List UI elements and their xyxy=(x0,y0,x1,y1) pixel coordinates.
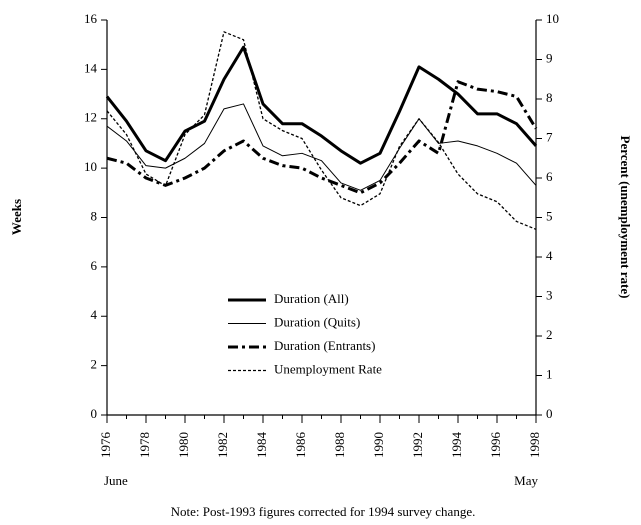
x-tick-label: 1976 xyxy=(98,432,113,459)
y2-tick-label: 6 xyxy=(546,169,553,184)
y-tick-label: 16 xyxy=(84,11,98,26)
y2-axis-label: Percent (unemployment rate) xyxy=(618,136,633,299)
series-line xyxy=(106,80,538,195)
y-tick-label: 6 xyxy=(91,258,98,273)
legend-label: Duration (All) xyxy=(274,291,349,306)
y-tick-label: 10 xyxy=(84,159,97,174)
x-tick-label: 1978 xyxy=(137,432,152,458)
x-tick-label: 1982 xyxy=(215,432,230,458)
x-tick-label: 1990 xyxy=(371,432,386,458)
x-tick-label: 1988 xyxy=(332,432,347,458)
note: Note: Post-1993 figures corrected for 19… xyxy=(171,504,476,519)
x-tick-label: 1992 xyxy=(410,432,425,458)
x-tick-label: 1998 xyxy=(527,432,542,458)
legend-label: Unemployment Rate xyxy=(274,361,382,376)
y2-tick-label: 7 xyxy=(546,129,553,144)
series-line xyxy=(106,103,537,191)
y-tick-label: 8 xyxy=(91,208,98,223)
annotation: May xyxy=(514,473,538,488)
x-tick-label: 1994 xyxy=(449,432,464,459)
y-tick-label: 4 xyxy=(91,307,98,322)
x-tick-label: 1980 xyxy=(176,432,191,458)
y-tick-label: 2 xyxy=(91,357,98,372)
y2-tick-label: 3 xyxy=(546,287,553,302)
y2-tick-label: 10 xyxy=(546,11,559,26)
y2-tick-label: 5 xyxy=(546,208,553,223)
y2-tick-label: 9 xyxy=(546,50,553,65)
series-line xyxy=(105,45,538,165)
legend-label: Duration (Quits) xyxy=(274,314,360,329)
y-tick-label: 12 xyxy=(84,110,97,125)
y2-tick-label: 0 xyxy=(546,406,553,421)
y2-tick-label: 4 xyxy=(546,248,553,263)
y-tick-label: 0 xyxy=(91,406,98,421)
y2-tick-label: 2 xyxy=(546,327,553,342)
y2-tick-label: 8 xyxy=(546,90,553,105)
y2-tick-label: 1 xyxy=(546,366,553,381)
x-tick-label: 1984 xyxy=(254,432,269,459)
series-line xyxy=(106,31,537,230)
y-tick-label: 14 xyxy=(84,60,98,75)
x-tick-label: 1986 xyxy=(293,432,308,459)
y-axis-label: Weeks xyxy=(9,199,24,235)
x-tick-label: 1996 xyxy=(488,432,503,459)
annotation: June xyxy=(104,473,128,488)
legend-label: Duration (Entrants) xyxy=(274,338,375,353)
